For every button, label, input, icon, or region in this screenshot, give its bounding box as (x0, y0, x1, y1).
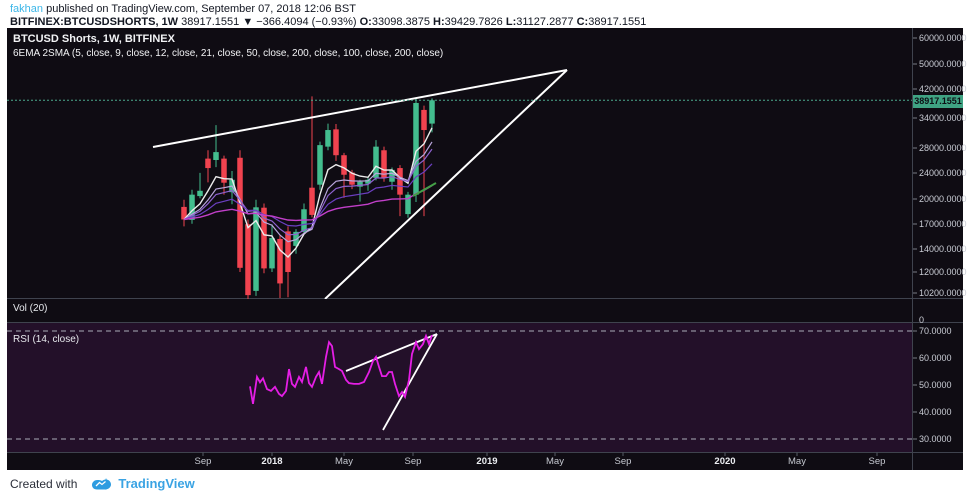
ema-line-5 (183, 127, 433, 258)
axis-price-label: 60000.0000 (919, 33, 967, 43)
time-label-month: May (788, 456, 806, 467)
rsi-trendline[interactable] (345, 333, 438, 372)
time-label-month: Sep (868, 456, 886, 467)
ohlc-open: O:33098.3875 (359, 16, 430, 28)
main-pane-legend[interactable]: BTCUSD Shorts, 1W, BITFINEX 6EMA 2SMA (5… (13, 33, 443, 59)
time-label-year: 2020 (714, 456, 736, 467)
axis-price-label: 60.0000 (919, 353, 952, 363)
author-link[interactable]: fakhan (10, 3, 44, 15)
axis-price-label: 17000.0000 (919, 219, 967, 229)
ema-line-12 (183, 148, 433, 236)
time-label-year: 2019 (476, 456, 498, 467)
axis-price-label: 14000.0000 (919, 244, 967, 254)
time-label-month: Sep (404, 456, 422, 467)
axis-price-label: 50.0000 (919, 380, 952, 390)
main-pane[interactable] (152, 69, 568, 300)
ema-line-9 (183, 141, 433, 243)
axis-price-label: 20000.0000 (919, 194, 967, 204)
footer: Created with TradingView (10, 476, 195, 491)
ohlc-close: C:38917.1551 (576, 16, 647, 28)
rsi-trendline[interactable] (382, 333, 438, 431)
time-label-month: May (335, 456, 353, 467)
time-label-month: May (546, 456, 564, 467)
time-label-year: 2018 (261, 456, 283, 467)
legend-indicators: 6EMA 2SMA (5, close, 9, close, 12, close… (13, 48, 444, 59)
volume-pane-label[interactable]: Vol (20) (13, 303, 48, 314)
tradingview-brand-link[interactable]: TradingView (118, 476, 195, 491)
tradingview-logo-icon (92, 477, 112, 490)
ohlc-low: L:31127.2877 (505, 16, 574, 28)
sma-line-segment (412, 182, 437, 197)
ema-line-21 (183, 163, 433, 227)
rsi-line (249, 333, 433, 405)
legend-symbol-title: BTCUSD Shorts, 1W, BITFINEX (13, 33, 175, 45)
axis-price-label: 50000.0000 (919, 59, 967, 69)
time-label-month: Sep (614, 456, 632, 467)
symbol-name: BITFINEX:BTCUSDSHORTS, 1W (10, 16, 179, 28)
ema-line-50 (183, 184, 433, 222)
trendline[interactable] (152, 69, 568, 148)
volume-zero-label: 0 (919, 315, 925, 325)
axis-price-label: 40.0000 (919, 407, 952, 417)
rsi-pane-background (7, 323, 912, 452)
axis-price-label: 12000.0000 (919, 267, 967, 277)
rsi-pane-label[interactable]: RSI (14, close) (13, 334, 80, 345)
time-label-month: Sep (194, 456, 212, 467)
created-with-text: Created with (10, 476, 78, 491)
last-price: 38917.1551 (181, 16, 240, 28)
symbol-info-bar: BITFINEX:BTCUSDSHORTS, 1W 38917.1551 ▼ −… (10, 16, 646, 28)
publish-text: published on TradingView.com, September … (43, 3, 356, 15)
rsi-pane[interactable] (7, 330, 912, 440)
axis-price-label: 42000.0000 (919, 84, 967, 94)
axis-price-label: 30.0000 (919, 434, 952, 444)
publish-info: fakhan published on TradingView.com, Sep… (10, 3, 356, 15)
axis-price-label: 34000.0000 (919, 113, 967, 123)
ohlc-high: H:39429.7826 (433, 16, 503, 28)
axis-price-label: 10200.0000 (919, 288, 967, 298)
trendline[interactable] (324, 69, 568, 299)
price-change: ▼ −366.4094 (−0.93%) (242, 16, 357, 28)
axis-price-label: 28000.0000 (919, 143, 967, 153)
axis-price-label: 70.0000 (919, 326, 952, 336)
axis-price-label: 24000.0000 (919, 168, 967, 178)
last-price-badge: 38917.1551 (913, 94, 963, 108)
